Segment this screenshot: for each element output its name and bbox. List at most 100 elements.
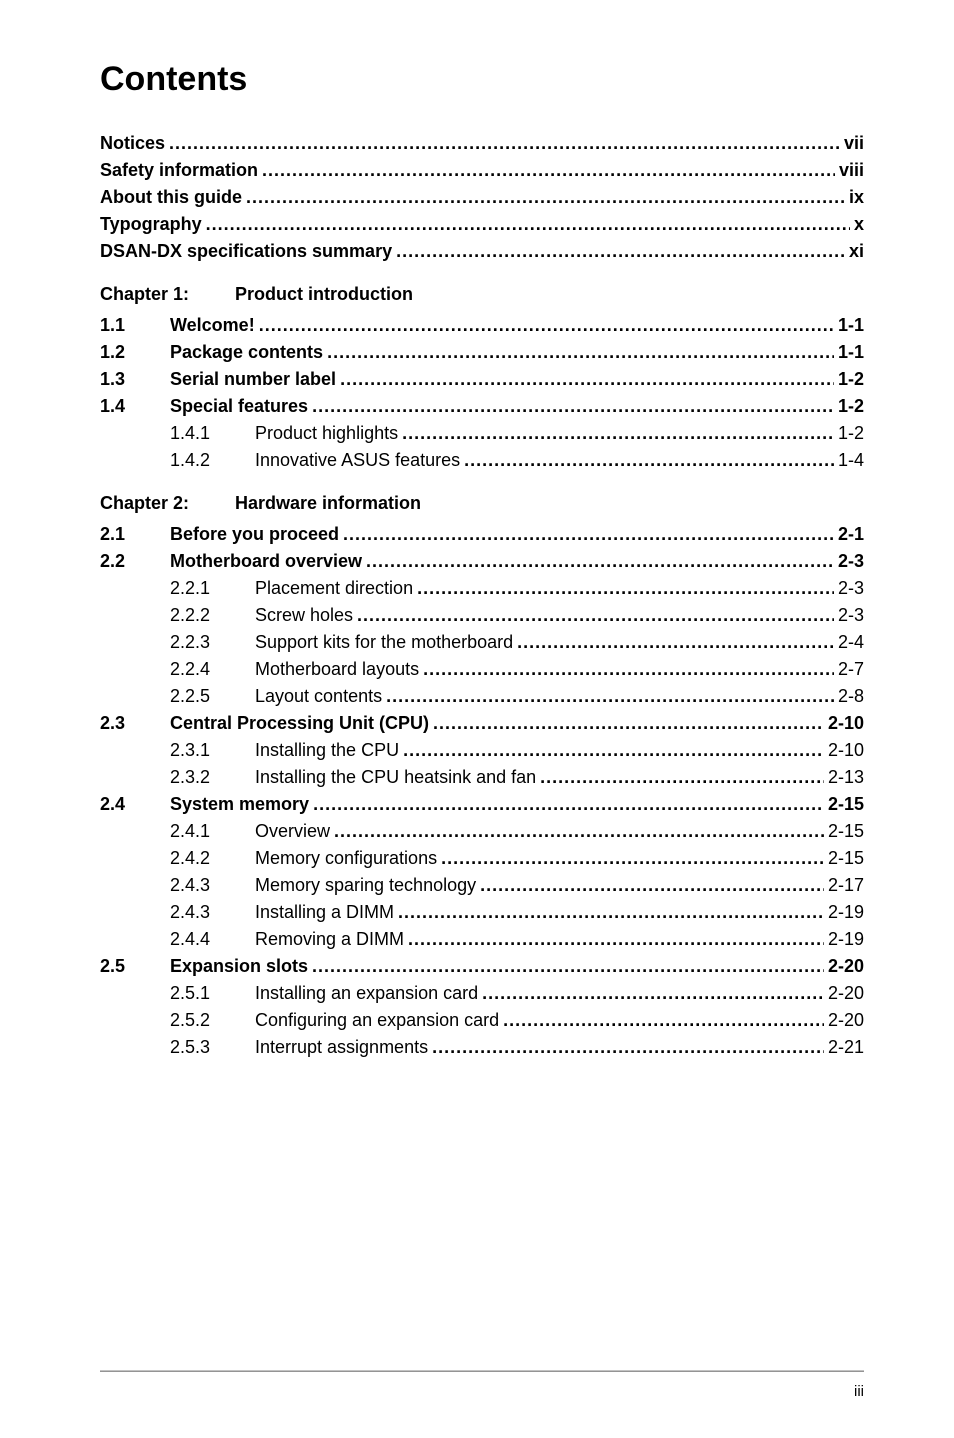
toc-leader — [206, 214, 850, 235]
toc-row: 1.3Serial number label 1-2 — [100, 369, 864, 390]
toc-page: 2-8 — [838, 686, 864, 707]
toc-label: Typography — [100, 214, 202, 235]
toc-row: 2.2.4Motherboard layouts 2-7 — [170, 659, 864, 680]
toc-page: 2-21 — [828, 1037, 864, 1058]
toc-page: 1-2 — [838, 369, 864, 390]
toc-label: 2.2.4Motherboard layouts — [170, 659, 419, 680]
toc-page: 2-4 — [838, 632, 864, 653]
toc-label: 2.3.2Installing the CPU heatsink and fan — [170, 767, 536, 788]
toc-row: 2.5.2Configuring an expansion card 2-20 — [170, 1010, 864, 1031]
toc-page: 1-1 — [838, 315, 864, 336]
toc-row: 2.3.1Installing the CPU 2-10 — [170, 740, 864, 761]
toc-chapter-title: Hardware information — [235, 493, 864, 514]
toc-page: 2-15 — [828, 794, 864, 815]
toc-label: 2.3Central Processing Unit (CPU) — [100, 713, 429, 734]
toc-label: 2.2.2Screw holes — [170, 605, 353, 626]
toc-label: 2.5.2Configuring an expansion card — [170, 1010, 499, 1031]
toc-label: DSAN-DX specifications summary — [100, 241, 392, 262]
toc-label: 2.4.4Removing a DIMM — [170, 929, 404, 950]
toc-row: 2.4System memory 2-15 — [100, 794, 864, 815]
toc-row: 2.2.5Layout contents2-8 — [170, 686, 864, 707]
toc-leader — [169, 133, 840, 154]
toc-leader — [366, 551, 834, 572]
toc-leader — [343, 524, 834, 545]
toc-label: 1.2Package contents — [100, 342, 323, 363]
toc-page: 1-4 — [838, 450, 864, 471]
toc-leader — [259, 315, 834, 336]
toc-row: 1.2Package contents 1-1 — [100, 342, 864, 363]
toc-leader — [403, 740, 824, 761]
toc-row: 1.1Welcome! 1-1 — [100, 315, 864, 336]
toc-row: 2.4.3Memory sparing technology 2-17 — [170, 875, 864, 896]
toc-leader — [340, 369, 834, 390]
toc-page: 2-3 — [838, 578, 864, 599]
toc-row: 2.5Expansion slots 2-20 — [100, 956, 864, 977]
toc-label: Safety information — [100, 160, 258, 181]
toc-row: 2.4.2Memory configurations2-15 — [170, 848, 864, 869]
toc-leader — [386, 686, 834, 707]
toc-chapter-number: Chapter 2: — [100, 493, 235, 514]
toc-label: 1.4.2Innovative ASUS features — [170, 450, 460, 471]
toc-leader — [327, 342, 834, 363]
toc-page: 2-20 — [828, 1010, 864, 1031]
toc-page: 2-15 — [828, 821, 864, 842]
toc-page: vii — [844, 133, 864, 154]
toc-page: 2-20 — [828, 956, 864, 977]
toc-leader — [246, 187, 845, 208]
toc-row: Typography x — [100, 214, 864, 235]
toc-leader — [357, 605, 834, 626]
page-number: iii — [854, 1383, 864, 1400]
toc-page: 2-10 — [828, 740, 864, 761]
toc-page: 2-10 — [828, 713, 864, 734]
toc-page: 2-7 — [838, 659, 864, 680]
toc-label: 2.5.3Interrupt assignments — [170, 1037, 428, 1058]
toc-row: 2.3Central Processing Unit (CPU) 2-10 — [100, 713, 864, 734]
toc-row: 2.3.2Installing the CPU heatsink and fan… — [170, 767, 864, 788]
toc-label: 2.4System memory — [100, 794, 309, 815]
toc-front-matter: Notices vii Safety information viii Abou… — [100, 133, 864, 262]
toc-label: 2.4.3Memory sparing technology — [170, 875, 476, 896]
toc-chapter-heading: Chapter 2: Hardware information — [100, 493, 864, 514]
toc-page: 2-17 — [828, 875, 864, 896]
toc-page: 2-13 — [828, 767, 864, 788]
toc-row: Safety information viii — [100, 160, 864, 181]
toc-row: 1.4.1Product highlights 1-2 — [170, 423, 864, 444]
toc-leader — [334, 821, 824, 842]
toc-page: 2-20 — [828, 983, 864, 1004]
toc-row: 2.5.3Interrupt assignments 2-21 — [170, 1037, 864, 1058]
toc-row: About this guide ix — [100, 187, 864, 208]
toc-leader — [313, 794, 824, 815]
toc-row: 2.2.3Support kits for the motherboard2-4 — [170, 632, 864, 653]
toc-page: 2-19 — [828, 902, 864, 923]
toc-leader — [402, 423, 834, 444]
toc-label: About this guide — [100, 187, 242, 208]
toc-leader — [433, 713, 824, 734]
toc-page: 2-15 — [828, 848, 864, 869]
toc-label: 2.1Before you proceed — [100, 524, 339, 545]
toc-page: viii — [839, 160, 864, 181]
toc-page: 2-1 — [838, 524, 864, 545]
toc-label: 2.3.1Installing the CPU — [170, 740, 399, 761]
toc-label: 1.1Welcome! — [100, 315, 255, 336]
toc-label: 2.4.3Installing a DIMM — [170, 902, 394, 923]
toc-page: 1-2 — [838, 423, 864, 444]
toc-row: 2.4.3Installing a DIMM 2-19 — [170, 902, 864, 923]
toc-leader — [396, 241, 845, 262]
toc-leader — [262, 160, 835, 181]
toc-leader — [398, 902, 824, 923]
toc-page: 2-3 — [838, 605, 864, 626]
toc-row: 2.2Motherboard overview 2-3 — [100, 551, 864, 572]
toc-chapter-heading: Chapter 1: Product introduction — [100, 284, 864, 305]
toc-page: 2-3 — [838, 551, 864, 572]
toc-leader — [432, 1037, 824, 1058]
toc-chapter-title: Product introduction — [235, 284, 864, 305]
toc-page: 1-1 — [838, 342, 864, 363]
toc-leader — [312, 396, 834, 417]
toc-leader — [517, 632, 834, 653]
toc-row: DSAN-DX specifications summary xi — [100, 241, 864, 262]
toc-page: 1-2 — [838, 396, 864, 417]
toc-label: 2.2.1Placement direction — [170, 578, 413, 599]
toc-page: xi — [849, 241, 864, 262]
toc-leader — [480, 875, 824, 896]
toc-leader — [441, 848, 824, 869]
